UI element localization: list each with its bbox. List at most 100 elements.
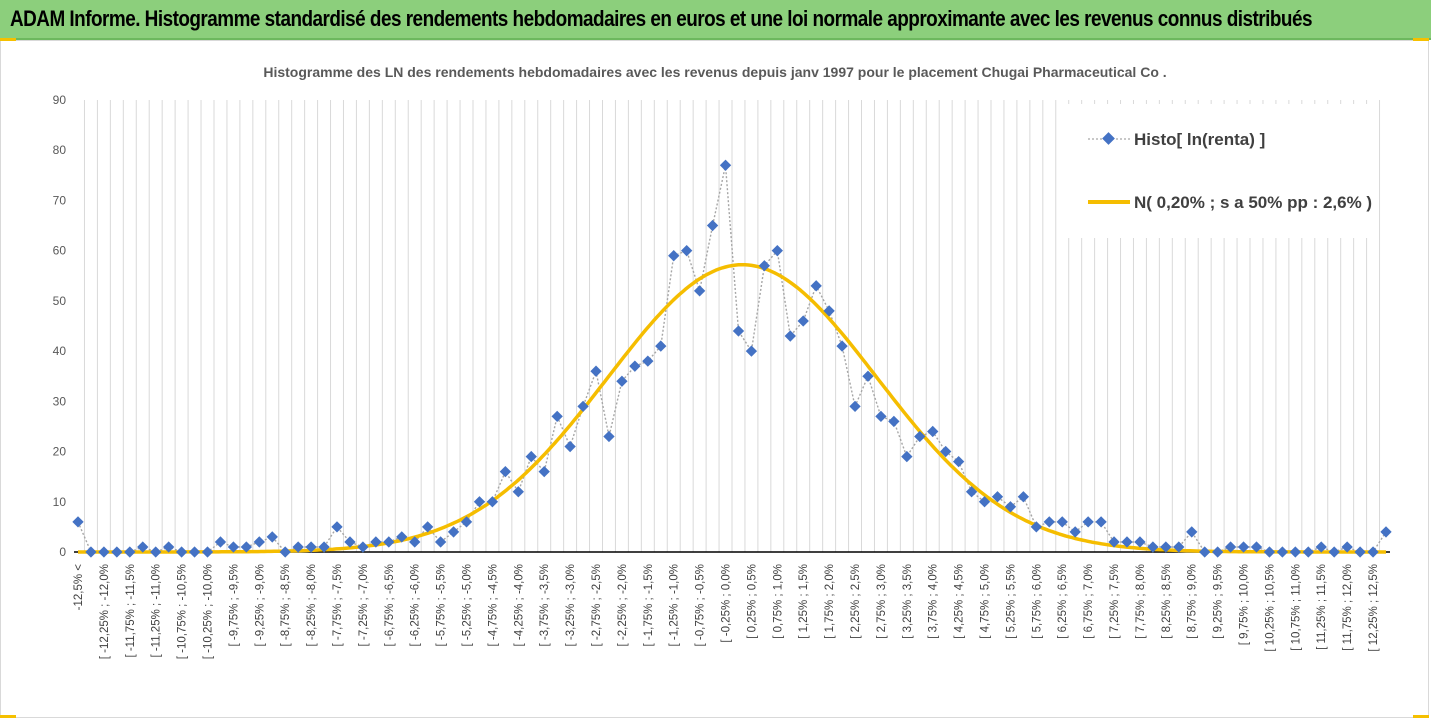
legend-label-histo: Histo[ ln(renta) ] xyxy=(1134,130,1265,149)
y-tick-label: 90 xyxy=(53,93,67,107)
histo-data-point xyxy=(188,546,201,558)
histo-data-point xyxy=(991,491,1004,503)
histo-data-point xyxy=(745,345,758,357)
histo-data-point xyxy=(771,245,783,257)
x-tick-label: [ 3,25% ; 3,5% xyxy=(902,564,914,639)
x-tick-label: [ -2,25% ; -2,0% xyxy=(617,564,629,646)
histo-data-point xyxy=(732,325,745,337)
x-tick-label: [ 3,75% ; 4,0% xyxy=(928,564,940,639)
x-tick-label: [ 8,25% ; 8,5% xyxy=(1161,564,1173,639)
histo-data-point xyxy=(85,546,97,558)
frame-corner-marker xyxy=(0,715,16,718)
histo-data-point xyxy=(111,546,123,558)
x-tick-label: [ -5,25% ; -5,0% xyxy=(462,564,474,646)
histo-data-point xyxy=(331,521,343,533)
histo-data-point xyxy=(525,450,537,463)
histo-data-point xyxy=(1302,546,1314,558)
histo-data-point xyxy=(383,536,395,548)
page-title: ADAM Informe. Histogramme standardisé de… xyxy=(10,6,1313,31)
histo-data-point xyxy=(1237,541,1250,553)
histo-data-point xyxy=(434,536,447,548)
x-tick-label: [ 12,25% ; 12,5% xyxy=(1368,564,1380,652)
legend-background xyxy=(1058,104,1376,238)
histo-data-point xyxy=(1121,536,1133,548)
histo-data-point xyxy=(1341,541,1353,553)
histo-data-point xyxy=(124,546,136,558)
y-tick-label: 50 xyxy=(53,294,67,308)
histo-data-point xyxy=(603,430,615,443)
histo-data-point xyxy=(1263,546,1276,558)
histo-data-point xyxy=(952,455,965,468)
x-tick-label: [ 9,75% ; 10,0% xyxy=(1239,564,1251,645)
histo-data-point xyxy=(98,546,110,558)
x-tick-label: -12,5% < xyxy=(73,564,85,611)
histo-data-point xyxy=(1147,541,1159,553)
x-tick-label: [ -9,25% ; -9,0% xyxy=(254,564,266,646)
y-tick-label: 30 xyxy=(53,394,67,408)
x-tick-label: [ -0,75% ; -0,5% xyxy=(695,564,707,646)
histo-data-point xyxy=(344,536,356,548)
histo-data-point xyxy=(1354,546,1366,558)
x-tick-label: [ -7,75% ; -7,5% xyxy=(332,564,344,646)
x-tick-label: [ -9,75% ; -9,5% xyxy=(228,564,240,646)
x-tick-label: [ 0,25% ; 0,5% xyxy=(746,564,758,639)
x-tick-label: [ -6,25% ; -6,0% xyxy=(410,564,422,646)
histo-data-point xyxy=(719,159,732,171)
histo-data-point xyxy=(642,355,654,367)
chart-legend: Histo[ ln(renta) ] N( 0,20% ; s a 50% pp… xyxy=(1058,104,1376,238)
y-tick-label: 10 xyxy=(53,495,67,509)
histo-data-point xyxy=(1367,546,1379,558)
x-tick-label: [ -4,75% ; -4,5% xyxy=(487,564,499,646)
x-tick-label: [ 10,75% ; 11,0% xyxy=(1290,564,1302,651)
chart-frame xyxy=(0,40,1429,718)
histo-data-point xyxy=(266,531,278,543)
histo-data-point xyxy=(590,365,602,377)
x-tick-label: [ -1,75% ; -1,5% xyxy=(643,564,655,646)
x-tick-label: [ 7,75% ; 8,0% xyxy=(1135,564,1147,639)
histo-data-point xyxy=(357,541,369,553)
histo-data-point xyxy=(447,526,460,538)
x-tick-label: [ 5,25% ; 5,5% xyxy=(1005,564,1017,639)
histo-data-point xyxy=(227,541,240,553)
y-tick-label: 60 xyxy=(53,244,67,258)
histo-data-point xyxy=(577,400,589,413)
histo-data-point xyxy=(201,546,214,558)
x-tick-label: [ 10,25% ; 10,5% xyxy=(1264,564,1276,652)
histo-data-point xyxy=(797,315,809,327)
histo-data-point xyxy=(706,219,719,232)
histo-data-point xyxy=(292,541,304,553)
histo-data-point xyxy=(253,536,265,548)
x-tick-label: [ -5,75% ; -5,5% xyxy=(436,564,448,646)
x-tick-label: [ 1,25% ; 1,5% xyxy=(798,564,810,639)
x-tick-label: [ 1,75% ; 2,0% xyxy=(824,564,836,639)
histo-data-point xyxy=(1250,541,1263,553)
histo-data-point xyxy=(318,541,330,553)
histo-data-point xyxy=(1082,516,1094,528)
x-tick-label: [ -3,25% ; -3,0% xyxy=(565,564,577,646)
histo-data-point xyxy=(409,536,421,548)
histo-data-point xyxy=(1030,521,1042,533)
histo-data-point xyxy=(1328,546,1340,558)
histo-data-point xyxy=(914,430,926,443)
histo-data-point xyxy=(162,541,175,553)
histo-data-point xyxy=(693,285,706,297)
histo-data-point xyxy=(214,536,227,548)
histo-data-point xyxy=(72,516,84,528)
histo-data-point xyxy=(862,370,874,382)
histo-data-point xyxy=(1224,541,1237,553)
histo-data-point xyxy=(836,340,848,352)
histo-data-point xyxy=(473,496,486,508)
x-tick-label: [ 11,75% ; 12,0% xyxy=(1342,564,1354,651)
histo-data-point xyxy=(486,496,499,508)
frame-corner-marker xyxy=(1413,715,1429,718)
histo-data-point xyxy=(422,521,434,533)
histo-data-point xyxy=(1276,546,1289,558)
histo-data-point xyxy=(978,496,991,508)
x-tick-label: [ 9,25% ; 9,5% xyxy=(1213,564,1225,639)
x-tick-label: [ -10,75% ; -10,5% xyxy=(177,564,189,659)
x-tick-label: [ -12,25% ; -12,0% xyxy=(99,564,111,659)
y-tick-label: 80 xyxy=(53,143,67,157)
histo-data-point xyxy=(499,465,512,478)
y-tick-label: 70 xyxy=(53,193,67,207)
x-tick-label: [ -4,25% ; -4,0% xyxy=(513,564,525,646)
